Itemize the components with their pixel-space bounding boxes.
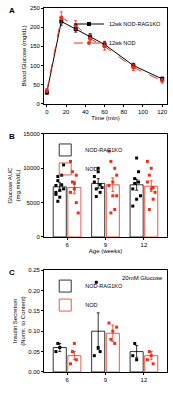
svg-text:0: 0: [37, 101, 41, 107]
svg-text:0: 0: [37, 234, 41, 240]
svg-text:9: 9: [104, 242, 108, 248]
svg-text:12wk NOD-RAG1KO: 12wk NOD-RAG1KO: [109, 21, 161, 27]
svg-text:40: 40: [82, 109, 89, 115]
svg-text:C: C: [9, 268, 15, 277]
svg-text:200: 200: [30, 24, 41, 30]
svg-text:250: 250: [30, 5, 41, 11]
svg-text:NOD: NOD: [85, 166, 97, 172]
svg-text:5000: 5000: [27, 200, 41, 206]
svg-text:0.00: 0.00: [28, 369, 40, 375]
svg-text:60: 60: [101, 109, 108, 115]
svg-text:B: B: [9, 132, 15, 141]
svg-text:NOD: NOD: [85, 302, 97, 308]
svg-text:9: 9: [104, 377, 108, 383]
svg-text:10000: 10000: [23, 165, 40, 171]
svg-text:100: 100: [30, 63, 41, 69]
svg-text:15000: 15000: [23, 131, 40, 137]
svg-text:120: 120: [157, 109, 168, 115]
svg-text:NOD-RAG1KO: NOD-RAG1KO: [85, 283, 123, 289]
svg-text:100: 100: [138, 109, 149, 115]
svg-text:0.20: 0.20: [28, 288, 40, 294]
svg-text:20: 20: [63, 109, 70, 115]
svg-text:80: 80: [120, 109, 127, 115]
svg-text:12: 12: [141, 242, 148, 248]
svg-text:A: A: [9, 6, 15, 15]
svg-text:20mM Glucose: 20mM Glucose: [122, 275, 163, 281]
svg-text:0.05: 0.05: [28, 349, 40, 355]
svg-text:6: 6: [65, 242, 69, 248]
svg-text:0: 0: [45, 109, 49, 115]
svg-text:150: 150: [30, 43, 41, 49]
svg-text:12wk NOD: 12wk NOD: [109, 40, 136, 46]
svg-text:0.10: 0.10: [28, 328, 40, 334]
svg-text:Glucose AUC(mg.min/dL): Glucose AUC(mg.min/dL): [7, 167, 21, 204]
svg-text:50: 50: [33, 82, 40, 88]
svg-text:Time (min): Time (min): [91, 115, 119, 121]
svg-text:Age (weeks): Age (weeks): [89, 248, 122, 254]
svg-text:Blood Glucose (mg/dL): Blood Glucose (mg/dL): [21, 25, 27, 86]
svg-text:Insulin Secretion(Norm. to Con: Insulin Secretion(Norm. to Content): [12, 296, 26, 346]
svg-text:6: 6: [65, 377, 69, 383]
svg-text:NOD-RAG1KO: NOD-RAG1KO: [85, 147, 123, 153]
svg-text:0.15: 0.15: [28, 308, 40, 314]
svg-text:0.25: 0.25: [28, 267, 40, 273]
svg-text:12: 12: [141, 377, 148, 383]
